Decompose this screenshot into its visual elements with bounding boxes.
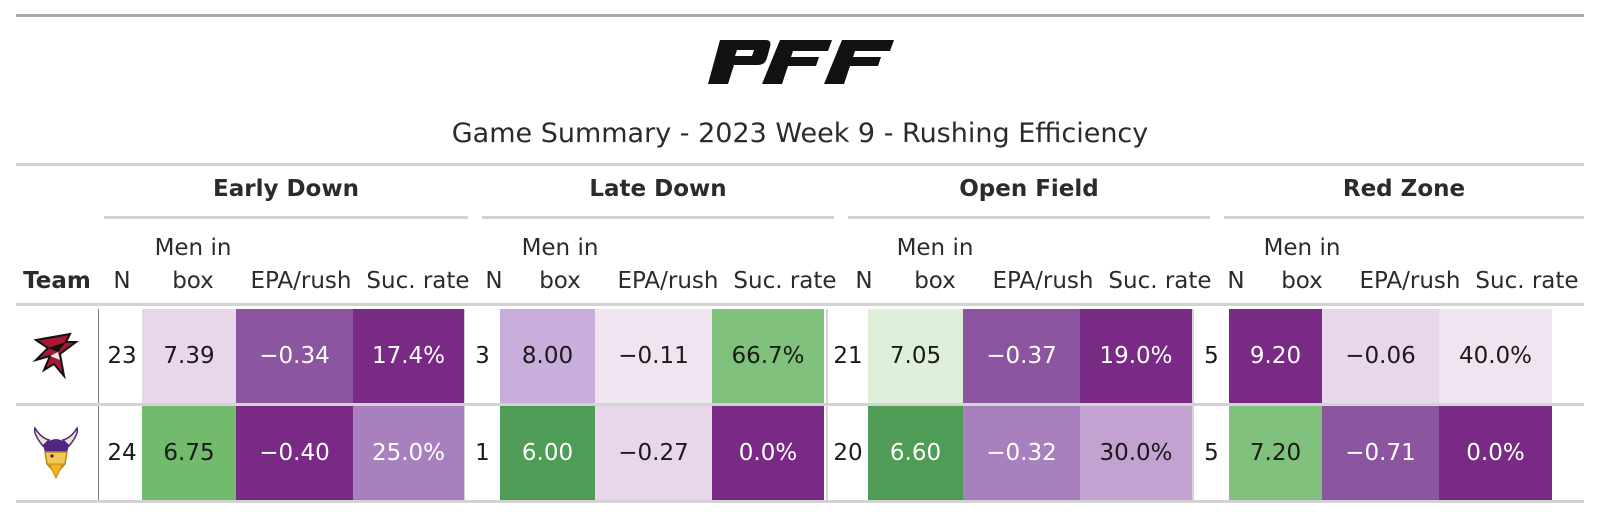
n-cell: 1 xyxy=(475,440,490,466)
header-rule xyxy=(16,303,1584,306)
men-in-box-cell: 7.39 xyxy=(142,309,236,403)
header-line: Men in xyxy=(896,235,974,261)
column-header-epa: EPA/rush xyxy=(1359,268,1461,294)
header-line: box xyxy=(1281,268,1323,294)
spanner-late-down: Late Down xyxy=(589,176,727,202)
header-line: box xyxy=(914,268,956,294)
suc-rate-cell: 0.0% xyxy=(712,406,824,500)
spanner-early-down: Early Down xyxy=(213,176,359,202)
column-header-epa: EPA/rush xyxy=(250,268,352,294)
header-line: Men in xyxy=(1263,235,1341,261)
column-header-epa: EPA/rush xyxy=(992,268,1094,294)
vikings-logo-icon xyxy=(33,426,79,480)
epa-cell: −0.40 xyxy=(236,406,353,500)
column-header-epa: EPA/rush xyxy=(617,268,719,294)
men-in-box-cell: 7.05 xyxy=(868,309,963,403)
column-header-n: N xyxy=(113,268,131,294)
men-in-box-cell: 6.75 xyxy=(142,406,236,500)
men-in-box-cell: 8.00 xyxy=(500,309,595,403)
epa-cell: −0.71 xyxy=(1322,406,1439,500)
n-cell: 5 xyxy=(1204,343,1219,369)
n-cell: 20 xyxy=(833,440,863,466)
header-line: Men in xyxy=(521,235,599,261)
suc-rate-cell: 19.0% xyxy=(1080,309,1192,403)
epa-cell: −0.34 xyxy=(236,309,353,403)
n-cell: 24 xyxy=(107,440,137,466)
epa-cell: −0.27 xyxy=(595,406,712,500)
suc-rate-cell: 40.0% xyxy=(1439,309,1552,403)
n-cell: 23 xyxy=(107,343,137,369)
epa-cell: −0.11 xyxy=(595,309,712,403)
men-in-box-cell: 7.20 xyxy=(1229,406,1322,500)
column-header-team: Team xyxy=(23,268,91,294)
column-header-men-in-box: Men in box xyxy=(1254,228,1350,298)
spanner-rule xyxy=(104,216,468,219)
column-header-men-in-box: Men in box xyxy=(512,228,608,298)
column-header-men-in-box: Men in box xyxy=(145,228,241,298)
column-header-n: N xyxy=(485,268,503,294)
row-separator xyxy=(16,403,1584,406)
falcons-logo-icon xyxy=(32,332,79,380)
column-header-n: N xyxy=(1227,268,1245,294)
n-cell: 3 xyxy=(475,343,490,369)
suc-rate-cell: 30.0% xyxy=(1080,406,1192,500)
header-line: box xyxy=(172,268,214,294)
n-cell: 5 xyxy=(1204,440,1219,466)
column-header-suc-rate: Suc. rate xyxy=(1108,268,1212,294)
men-in-box-cell: 6.00 xyxy=(500,406,595,500)
title-rule xyxy=(16,163,1584,166)
men-in-box-cell: 6.60 xyxy=(868,406,963,500)
team-cell xyxy=(16,406,96,500)
bottom-rule xyxy=(16,500,1584,503)
suc-rate-cell: 66.7% xyxy=(712,309,824,403)
men-in-box-cell: 9.20 xyxy=(1229,309,1322,403)
n-cell: 21 xyxy=(833,343,863,369)
epa-cell: −0.32 xyxy=(963,406,1080,500)
epa-cell: −0.06 xyxy=(1322,309,1439,403)
column-header-suc-rate: Suc. rate xyxy=(733,268,837,294)
suc-rate-cell: 25.0% xyxy=(353,406,464,500)
column-header-suc-rate: Suc. rate xyxy=(366,268,470,294)
column-header-suc-rate: Suc. rate xyxy=(1475,268,1579,294)
suc-rate-cell: 17.4% xyxy=(353,309,464,403)
column-header-men-in-box: Men in box xyxy=(887,228,983,298)
spanner-open-field: Open Field xyxy=(959,176,1099,202)
header-line: Men in xyxy=(154,235,232,261)
spanner-rule xyxy=(1224,216,1584,219)
team-cell xyxy=(16,309,96,403)
pff-logo xyxy=(708,40,894,84)
spanner-red-zone: Red Zone xyxy=(1342,176,1466,202)
table-subtitle: Game Summary - 2023 Week 9 - Rushing Eff… xyxy=(451,118,1149,149)
epa-cell: −0.37 xyxy=(963,309,1080,403)
spanner-rule xyxy=(482,216,834,219)
column-header-n: N xyxy=(855,268,873,294)
top-rule xyxy=(16,14,1584,17)
spanner-rule xyxy=(848,216,1210,219)
suc-rate-cell: 0.0% xyxy=(1439,406,1552,500)
header-line: box xyxy=(539,268,581,294)
